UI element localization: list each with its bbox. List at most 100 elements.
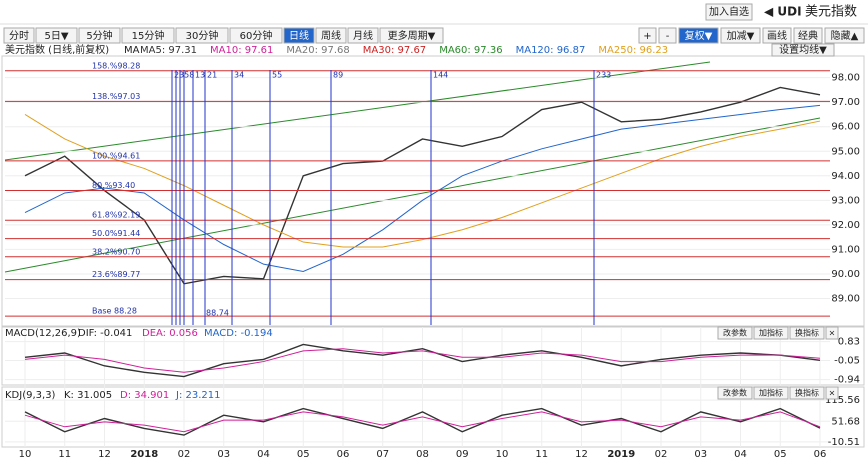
- x-tick-label: 2018: [130, 449, 158, 460]
- y-tick-label: 115.56: [825, 395, 860, 406]
- panel-button[interactable]: [717, 326, 753, 340]
- panel-button-label: ×: [829, 389, 836, 398]
- x-tick-label: 09: [456, 449, 469, 460]
- toolbar-button[interactable]: [762, 27, 792, 44]
- x-tick-label: 05: [297, 449, 310, 460]
- panel-button[interactable]: [717, 386, 753, 400]
- time-label: 89: [333, 71, 343, 80]
- legend-item: MA30: 97.67: [363, 45, 426, 56]
- toolbar-button[interactable]: [678, 27, 719, 44]
- fib-label: 138.%97.03: [92, 92, 140, 101]
- toolbar-button[interactable]: [793, 27, 823, 44]
- x-tick-label: 11: [535, 449, 548, 460]
- fib-label: Base 88.28: [92, 307, 137, 316]
- panel-button[interactable]: [825, 326, 839, 340]
- time-label: 34: [234, 71, 244, 80]
- toolbar-button[interactable]: [78, 27, 121, 44]
- x-tick-label: 12: [575, 449, 588, 460]
- x-tick-label: 05: [774, 449, 787, 460]
- legend-item: MA60: 97.36: [439, 45, 502, 56]
- toolbar-label: 分时: [9, 30, 29, 42]
- x-tick-label: 03: [217, 449, 230, 460]
- toolbar-label: 复权▼: [685, 29, 713, 42]
- toolbar-label: 加减▼: [727, 30, 755, 42]
- toolbar-button[interactable]: [3, 27, 35, 44]
- toolbar-label: 5分钟: [86, 29, 112, 42]
- y-tick-label: 90.00: [831, 269, 860, 280]
- fib-label: 23.6%89.77: [92, 270, 140, 279]
- macd-dif: DIF: -0.041: [78, 328, 132, 339]
- y-tick-label: 89.00: [831, 293, 860, 304]
- toolbar-button[interactable]: [824, 27, 865, 44]
- settings-button[interactable]: [771, 43, 835, 57]
- toolbar-button[interactable]: [229, 27, 283, 44]
- toolbar-label: 更多周期▼: [388, 29, 436, 42]
- time-label: 13: [195, 71, 205, 80]
- fib-label: 100.%94.61: [92, 151, 140, 160]
- legend-item: MA5: 97.31: [140, 45, 197, 56]
- series-line: [24, 104, 821, 273]
- toolbar-label: 5日▼: [44, 31, 68, 42]
- y-tick-label: 96.00: [831, 122, 860, 133]
- toolbar-label: 15分钟: [132, 29, 165, 42]
- macd-dea: DEA: 0.056: [142, 328, 198, 339]
- panel-button[interactable]: [753, 386, 789, 400]
- series-line: [24, 411, 821, 433]
- toolbar-button[interactable]: [175, 27, 229, 44]
- toolbar-button[interactable]: [35, 27, 78, 44]
- kdj-frame: [1, 386, 865, 448]
- toolbar-button[interactable]: [658, 27, 677, 44]
- series-line: [24, 343, 821, 378]
- y-tick-label: 51.68: [831, 416, 860, 427]
- panel-button-label: 换指标: [795, 328, 819, 338]
- toolbar-button[interactable]: [379, 27, 444, 44]
- toolbar-button[interactable]: [121, 27, 175, 44]
- x-tick-label: 10: [19, 449, 32, 460]
- y-tick-label: 92.00: [831, 220, 860, 231]
- index-name: 美元指数: [805, 5, 857, 20]
- time-label: 233: [596, 71, 611, 80]
- x-tick-label: 2019: [607, 449, 635, 460]
- legend-item: MA20: 97.68: [286, 45, 349, 56]
- y-tick-label: 93.00: [831, 195, 860, 206]
- panel-button-label: ×: [829, 329, 836, 338]
- macd-value: MACD: -0.194: [204, 328, 273, 339]
- toolbar-button[interactable]: [638, 27, 657, 44]
- toolbar-button[interactable]: [347, 27, 379, 44]
- add-button[interactable]: [705, 3, 753, 21]
- kdj-k: K: 31.005: [64, 390, 112, 401]
- settings-label: 设置均线▼: [779, 43, 827, 56]
- toolbar-button[interactable]: [283, 27, 315, 44]
- toolbar-label: -: [666, 31, 670, 42]
- x-tick-label: 04: [734, 449, 747, 460]
- kdj-title: KDJ(9,3,3): [5, 390, 56, 401]
- y-tick-label: 95.00: [831, 146, 860, 157]
- x-tick-label: 08: [416, 449, 429, 460]
- legend-item: MA250: 96.23: [598, 45, 668, 56]
- panel-button-label: 加指标: [759, 388, 783, 398]
- panel-button[interactable]: [753, 326, 789, 340]
- legend-item: MA120: 96.87: [516, 45, 586, 56]
- time-label: 144: [433, 71, 448, 80]
- symbol: ◀ UDI: [764, 5, 802, 19]
- x-tick-label: 11: [58, 449, 71, 460]
- panel-button[interactable]: [789, 386, 825, 400]
- y-tick-label: 97.00: [831, 97, 860, 108]
- toolbar-label: +: [643, 31, 651, 42]
- time-label: 21: [207, 71, 217, 80]
- x-tick-label: 03: [694, 449, 707, 460]
- x-tick-label: 04: [257, 449, 270, 460]
- kdj-j: J: 23.211: [175, 390, 221, 401]
- panel-button[interactable]: [789, 326, 825, 340]
- panel-button[interactable]: [825, 386, 839, 400]
- toolbar-button[interactable]: [720, 27, 761, 44]
- time-label: 55: [272, 71, 282, 80]
- y-tick-label: -0.94: [834, 375, 860, 386]
- y-tick-label: 94.00: [831, 171, 860, 182]
- toolbar-button[interactable]: [315, 27, 347, 44]
- panel-button-label: 改参数: [723, 328, 747, 338]
- channel-line: [4, 117, 821, 273]
- kdj-d: D: 34.901: [120, 390, 169, 401]
- toolbar-label: 隐藏▲: [831, 30, 859, 42]
